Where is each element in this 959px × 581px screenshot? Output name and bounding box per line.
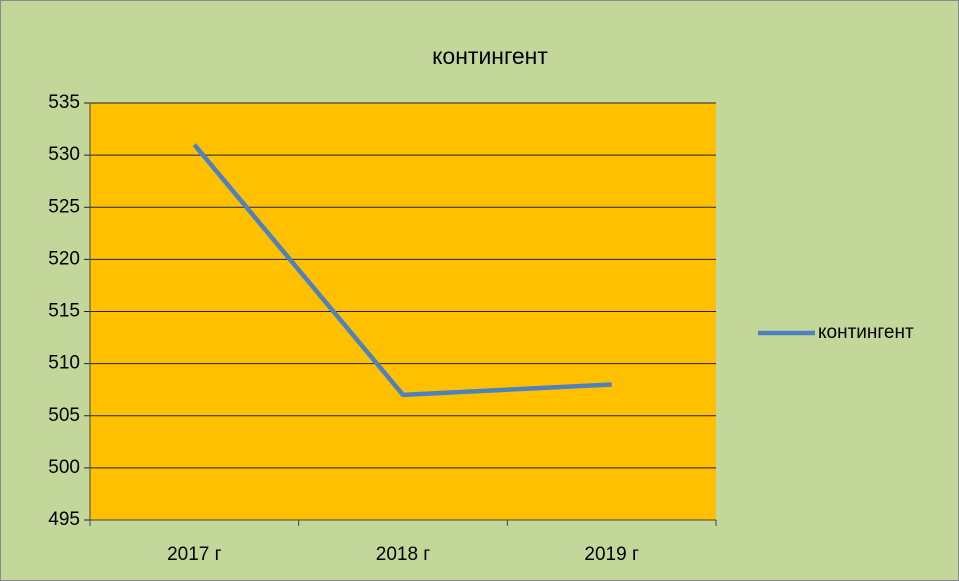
y-tick-label: 520 [48, 248, 80, 269]
y-tick-label: 535 [48, 92, 80, 113]
x-tick-label: 2018 г [376, 544, 431, 565]
x-tick-label: 2017 г [167, 544, 222, 565]
y-tick-label: 515 [48, 301, 80, 322]
y-tick-label: 505 [48, 405, 80, 426]
y-tick-label: 525 [48, 196, 80, 217]
series-line [192, 143, 612, 398]
chart-title: контингент [432, 43, 548, 69]
y-tick-label: 510 [48, 353, 80, 374]
y-tick-label: 530 [48, 144, 80, 165]
legend-label: контингент [818, 322, 914, 343]
y-tick-label: 495 [48, 509, 80, 530]
x-tick-label: 2019 г [584, 544, 639, 565]
y-tick-label: 500 [48, 457, 80, 478]
